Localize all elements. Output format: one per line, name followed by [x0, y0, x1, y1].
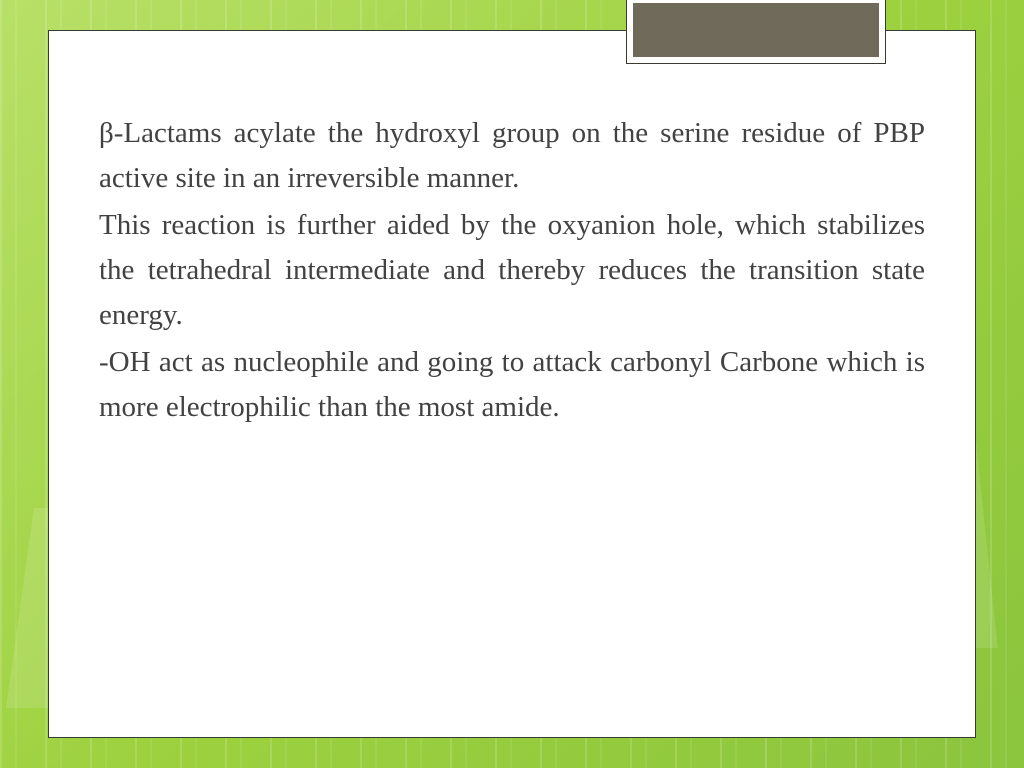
paragraph-2: This reaction is further aided by the ox… [99, 203, 925, 338]
paragraph-3: -OH act as nucleophile and going to atta… [99, 340, 925, 430]
header-tab [626, 0, 886, 64]
paragraph-1: β-Lactams acylate the hydroxyl group on … [99, 111, 925, 201]
content-card: β-Lactams acylate the hydroxyl group on … [48, 30, 976, 738]
header-tab-fill [633, 3, 879, 57]
slide-text-content: β-Lactams acylate the hydroxyl group on … [99, 111, 925, 432]
